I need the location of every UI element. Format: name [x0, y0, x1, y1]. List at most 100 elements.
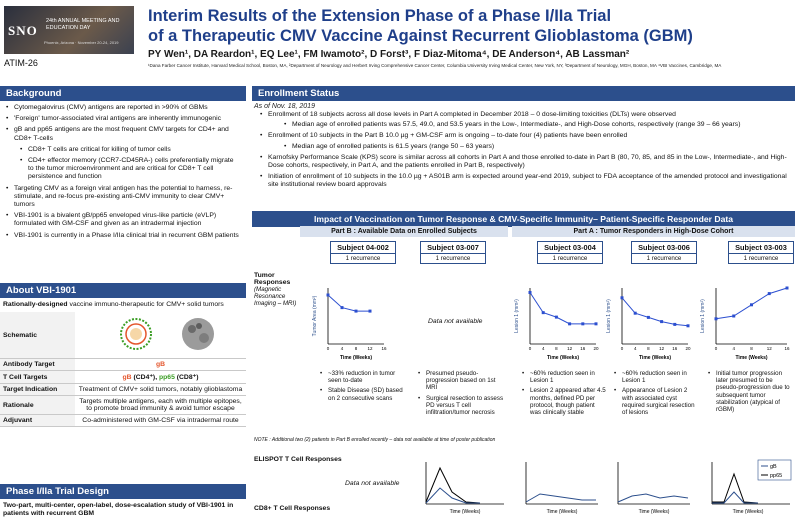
- x-axis-label: Time (Weeks): [639, 355, 671, 361]
- about-intro-bold: Rationally-designed: [3, 301, 68, 308]
- note-item: Presumed pseudo-progression based on 1st…: [416, 370, 508, 392]
- data-point: [354, 309, 358, 313]
- tumor-chart-03-006: 0 4 8 12 16 20 Lesion 1 (mm²) Time (Weeks): [606, 288, 691, 361]
- x-axis-label: Time (Weeks): [733, 509, 764, 515]
- background-item: 'Foreign' tumor-associated viral antigen…: [4, 115, 242, 123]
- x-tick-label: 8: [750, 346, 753, 351]
- x-tick-label: 20: [593, 346, 599, 351]
- legend-pp65: pp65: [770, 473, 782, 479]
- row-key: Rationale: [0, 395, 75, 415]
- authors: PY Wen¹, DA Reardon¹, EQ Lee¹, FM Iwamot…: [148, 49, 630, 60]
- note-item: Initial tumor progression later presumed…: [706, 370, 795, 413]
- enrollment-heading: Enrollment Status: [252, 86, 795, 101]
- note-item: Appearance of Lesion 2 with associated c…: [612, 387, 698, 416]
- x-tick-label: 12: [367, 346, 373, 351]
- enrollment-date: As of Nov. 18, 2019: [254, 103, 315, 110]
- subject-recurrence: 1 recurrence: [743, 255, 779, 262]
- row-key: Schematic: [0, 312, 75, 359]
- x-tick-label: 4: [634, 346, 637, 351]
- note-item: ~60% reduction seen in Lesion 1: [520, 370, 606, 384]
- background-list: Cytomegalovirus (CMV) antigens are repor…: [0, 101, 246, 143]
- x-tick-label: 12: [767, 346, 773, 351]
- x-axis-label: Time (Weeks): [735, 355, 767, 361]
- data-point: [732, 314, 736, 318]
- table-row: T Cell Targets gB (CD4⁺), pp65 (CD8⁺): [0, 370, 246, 384]
- row-value: Targets multiple antigens, each with mul…: [79, 398, 242, 412]
- schematic-image: [75, 312, 246, 359]
- row-key: Target Indication: [0, 383, 75, 396]
- notes-03-007: Presumed pseudo-progression based on 1st…: [416, 370, 508, 416]
- tumor-label: Tumor Responses: [254, 272, 291, 286]
- enrollment-text: Enrollment of 10 subjects in the Part B …: [268, 132, 628, 140]
- title-line-1: Interim Results of the Extension Phase o…: [148, 7, 612, 25]
- background-list-2: Targeting CMV as a foreign viral antigen…: [0, 185, 246, 240]
- design-text: Two-part, multi-center, open-label, dose…: [3, 502, 234, 517]
- data-point: [686, 324, 690, 328]
- data-point: [767, 292, 771, 296]
- left-column: Background Cytomegalovirus (CMV) antigen…: [0, 86, 246, 243]
- table-row: Schematic: [0, 312, 246, 359]
- data-point: [646, 315, 650, 319]
- vaccine-table: Schematic Antibody Target gB T Cell Targ…: [0, 312, 246, 427]
- legend-gb: gB: [770, 464, 777, 470]
- subject-id: Subject 04-002: [331, 242, 395, 254]
- x-tick-label: 4: [542, 346, 545, 351]
- data-point: [568, 322, 572, 326]
- subject-card: Subject 03-006 1 recurrence: [631, 241, 697, 264]
- notes-03-004: ~60% reduction seen in Lesion 1 Lesion 2…: [520, 370, 606, 416]
- enrollment-text: Enrollment of 18 subjects across all dos…: [268, 111, 676, 118]
- note-item: ~33% reduction in tumor seen to-date: [318, 370, 410, 384]
- row-value: Treatment of CMV+ solid tumors, notably …: [78, 386, 243, 393]
- y-axis-label: Lesion 1 (mm²): [606, 299, 612, 333]
- subject-recurrence: 1 recurrence: [345, 255, 381, 262]
- x-tick-label: 16: [580, 346, 586, 351]
- meeting-location: Phoenix, Arizona · November 20-24, 2019: [44, 40, 119, 45]
- x-axis-label: Time (Weeks): [639, 509, 670, 515]
- row-value: gB (CD4⁺), pp65 (CD8⁺): [122, 374, 199, 381]
- table-row: Target Indication Treatment of CMV+ soli…: [0, 383, 246, 396]
- x-tick-label: 8: [355, 346, 358, 351]
- enrollment-item: Enrollment of 10 subjects in the Part B …: [258, 132, 789, 151]
- data-point: [554, 315, 558, 319]
- background-subitem: CD4+ effector memory (CCR7-CD45RA-) cell…: [18, 157, 240, 182]
- data-point: [326, 293, 330, 297]
- x-tick-label: 12: [567, 346, 573, 351]
- data-point: [620, 296, 624, 300]
- background-item: VBI-1901 is a bivalent gB/pp65 enveloped…: [4, 212, 242, 228]
- enrollment-sublist: Median age of enrolled patients was 57.5…: [268, 121, 789, 129]
- title-line-2: of a Therapeutic CMV Vaccine Against Rec…: [148, 27, 693, 45]
- subject-id: Subject 03-004: [538, 242, 602, 254]
- series-line: [621, 297, 689, 327]
- enrollment-item: Initiation of enrollment of 10 subjects …: [258, 173, 789, 189]
- tumor-chart-03-004: 0 4 8 12 16 20 Lesion 1 (mm²) Time (Weeks): [514, 288, 599, 361]
- poster-title: Interim Results of the Extension Phase o…: [148, 6, 708, 46]
- subject-id: Subject 03-003: [729, 242, 793, 254]
- elispot-chart-03-007: Time (Weeks): [425, 462, 504, 515]
- enrollment-subitem: Median age of enrolled patients was 57.5…: [282, 121, 789, 129]
- background-item: Cytomegalovirus (CMV) antigens are repor…: [4, 104, 242, 112]
- note-item: ~60% reduction seen in Lesion 1: [612, 370, 698, 384]
- y-axis-label: Lesion 1 (mm²): [514, 299, 520, 333]
- background-sublist: CD8+ T cells are critical for killing of…: [0, 146, 246, 182]
- logo-text: SNO: [8, 23, 38, 38]
- notes-04-002: ~33% reduction in tumor seen to-date Sta…: [318, 370, 410, 402]
- elispot-not-available: Data not available: [345, 480, 400, 487]
- table-row: Antibody Target gB: [0, 358, 246, 371]
- about-section: About VBI-1901 Rationally-designed vacci…: [0, 283, 246, 427]
- x-tick-label: 8: [647, 346, 650, 351]
- y-axis-label: Tumor Area (mm²): [312, 295, 318, 336]
- elispot-chart-03-004: Time (Weeks): [525, 462, 598, 515]
- x-axis-label: Time (Weeks): [547, 355, 579, 361]
- evlp-schematic: [119, 318, 214, 350]
- tumor-chart-04-002: 0 4 8 12 16 Tumor Area (mm²) Time (Weeks): [312, 288, 387, 361]
- abstract-id: ATIM-26: [4, 58, 38, 68]
- data-point: [660, 320, 664, 324]
- subject-id: Subject 03-006: [632, 242, 696, 254]
- about-heading: About VBI-1901: [0, 283, 246, 298]
- subject-card: Subject 04-002 1 recurrence: [330, 241, 396, 264]
- cd8-label: CD8+ T Cell Responses: [254, 505, 331, 512]
- x-tick-label: 0: [327, 346, 330, 351]
- data-point: [750, 303, 753, 307]
- x-tick-label: 16: [381, 346, 387, 351]
- design-heading: Phase I/IIa Trial Design: [0, 484, 246, 499]
